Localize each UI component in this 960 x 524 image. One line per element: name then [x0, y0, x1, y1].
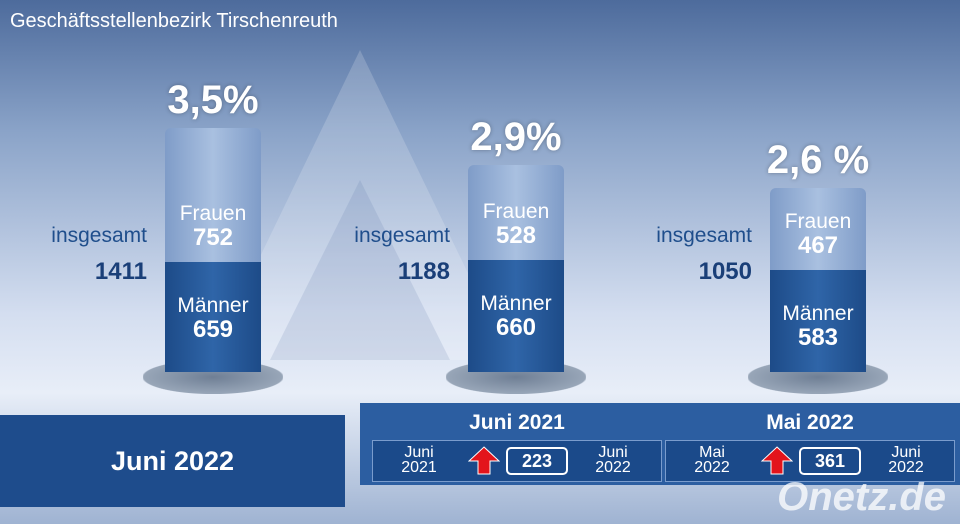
- from-period: Juni 2021: [401, 444, 437, 476]
- total-label: insgesamt: [51, 224, 147, 247]
- total-value: 1050: [698, 258, 752, 285]
- rate: 3,5%: [167, 78, 259, 122]
- women-segment: [770, 188, 866, 270]
- rate: 2,6 %: [766, 138, 870, 182]
- women-value: 752: [192, 224, 234, 251]
- men-label: Männer 659: [165, 294, 261, 342]
- up-arrow: [468, 446, 500, 475]
- comparison-title: Juni 2021: [469, 411, 565, 434]
- change-value: 223: [506, 447, 568, 475]
- rate: 2,9%: [470, 115, 562, 159]
- men-value: 583: [797, 324, 839, 351]
- logo-watermark: [230, 50, 510, 360]
- women-text: Frauen: [179, 202, 247, 225]
- women-text: Frauen: [482, 200, 550, 223]
- title: Geschäftsstellenbezirk Tirschenreuth: [10, 10, 338, 32]
- total-label: insgesamt: [656, 224, 752, 247]
- change-value: 361: [799, 447, 861, 475]
- women-value: 467: [797, 232, 839, 259]
- from-period: Mai 2022: [694, 444, 730, 476]
- women-text: Frauen: [784, 210, 852, 233]
- watermark: Onetz.de: [777, 475, 946, 519]
- women-label: Frauen 752: [165, 202, 261, 250]
- to-period: Juni 2022: [888, 444, 924, 476]
- men-text: Männer: [177, 294, 249, 317]
- men-label: Männer 583: [770, 302, 866, 350]
- women-value: 528: [495, 222, 537, 249]
- women-label: Frauen 528: [468, 200, 564, 248]
- period: Juni 2022: [0, 415, 345, 507]
- men-text: Männer: [782, 302, 854, 325]
- men-segment: [770, 270, 866, 372]
- men-label: Männer 660: [468, 292, 564, 340]
- comparison-title: Mai 2022: [766, 411, 854, 434]
- men-value: 659: [192, 316, 234, 343]
- men-segment: [468, 260, 564, 372]
- total-label: insgesamt: [354, 224, 450, 247]
- up-arrow: [761, 446, 793, 475]
- men-value: 660: [495, 314, 537, 341]
- women-label: Frauen 467: [770, 210, 866, 258]
- to-period: Juni 2022: [595, 444, 631, 476]
- total-value: 1411: [94, 258, 147, 285]
- total-value: 1188: [397, 258, 450, 285]
- women-segment: [165, 128, 261, 262]
- men-text: Männer: [480, 292, 552, 315]
- women-segment: [468, 165, 564, 260]
- men-segment: [165, 262, 261, 372]
